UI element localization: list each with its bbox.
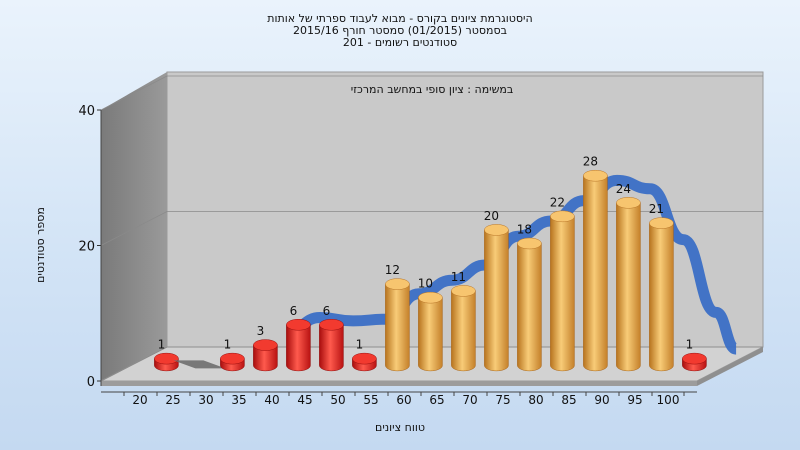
data-label: 18 <box>517 222 532 236</box>
bar-cap <box>451 285 476 297</box>
bar-body <box>484 229 509 372</box>
chart-title-line-3: סטודנטים רשומים - 201 <box>342 36 458 49</box>
x-tick-label: 40 <box>264 393 279 407</box>
bar <box>616 197 641 372</box>
data-label: 12 <box>385 263 400 277</box>
bar-body <box>550 216 575 372</box>
bar <box>286 319 311 372</box>
x-tick-label: 75 <box>495 393 510 407</box>
x-tick-label: 80 <box>528 393 543 407</box>
plot-left-wall <box>101 72 167 381</box>
bar <box>649 217 674 372</box>
x-tick-label: 30 <box>198 393 213 407</box>
bar <box>220 352 245 372</box>
bar-cap <box>550 210 575 223</box>
chart-title-line-2: בסמסטר (01/2015) סמסטר חורף 2015/16 <box>293 24 507 37</box>
bar-cap <box>418 291 443 304</box>
data-label: 1 <box>158 338 166 352</box>
bar-cap <box>484 224 509 236</box>
data-label: 1 <box>356 338 364 352</box>
bar-body <box>517 243 542 372</box>
bar-cap <box>352 352 377 365</box>
x-tick-label: 60 <box>396 393 411 407</box>
bar-body <box>253 344 278 372</box>
bar-body <box>583 175 608 372</box>
bar-body <box>319 324 344 372</box>
plot-floor-side <box>697 347 763 386</box>
data-label: 3 <box>257 324 265 338</box>
y-tick-label: 40 <box>78 104 95 119</box>
x-tick-label: 95 <box>627 393 642 407</box>
bar-cap <box>583 169 608 182</box>
bar <box>253 339 278 372</box>
x-tick-label: 35 <box>231 393 246 407</box>
bar-cap <box>649 217 674 229</box>
plot-floor-edge <box>101 381 697 386</box>
distribution-curve <box>286 174 739 355</box>
bar <box>484 224 509 372</box>
bar-empty <box>173 360 226 369</box>
curve-line <box>286 174 739 355</box>
x-tick-label: 100 <box>657 393 680 407</box>
axes: 0 20 40 20 25 30 35 40 45 50 55 60 65 70 75 80 85 90 95 100 <box>78 104 697 407</box>
bar-cap <box>319 319 344 331</box>
bar-cap <box>682 352 707 365</box>
bars <box>154 169 707 372</box>
data-label: 21 <box>649 202 664 216</box>
bar-cap <box>154 352 179 365</box>
x-tick-label: 20 <box>132 393 147 407</box>
bar <box>385 278 410 372</box>
y-tick-label: 20 <box>78 240 95 255</box>
x-tick-label: 45 <box>297 393 312 407</box>
x-tick-label: 70 <box>462 393 477 407</box>
bar-cap <box>517 237 542 250</box>
data-label: 1 <box>686 338 694 352</box>
bar <box>319 319 344 372</box>
bar <box>517 237 542 372</box>
bar <box>550 210 575 372</box>
x-tick-label: 90 <box>594 393 609 407</box>
bar-cap <box>253 339 278 351</box>
bar-body <box>451 290 476 372</box>
bar <box>352 352 377 372</box>
y-axis-label: מספר סטודנטים <box>34 207 47 283</box>
bar-body <box>385 283 410 372</box>
data-label: 28 <box>583 155 598 169</box>
bar-body <box>286 324 311 372</box>
x-tick-label: 55 <box>363 393 378 407</box>
bar-cap <box>220 352 245 365</box>
x-tick-label: 85 <box>561 393 576 407</box>
x-axis-label: טווח ציונים <box>375 421 425 434</box>
bar-cap <box>286 319 311 331</box>
bar-cap <box>616 197 641 209</box>
data-label: 1 <box>224 338 232 352</box>
bar <box>451 285 476 372</box>
bar-body <box>616 202 641 372</box>
data-label: 24 <box>616 182 631 196</box>
bar-cap <box>385 278 410 290</box>
y-tick-label: 0 <box>87 375 95 390</box>
data-label: 6 <box>323 304 331 318</box>
data-label: 20 <box>484 209 499 223</box>
plot-subtitle: במשימה : ציון סופי במחשב המרכזי <box>351 83 514 96</box>
data-label: 10 <box>418 277 433 291</box>
data-label: 6 <box>290 304 298 318</box>
gridline <box>100 75 763 111</box>
bar <box>418 291 443 372</box>
x-tick-label: 25 <box>165 393 180 407</box>
bar-body <box>418 297 443 372</box>
x-tick-label: 50 <box>330 393 345 407</box>
data-label: 22 <box>550 195 565 209</box>
chart-title-line-1: היסטוגרמת ציונים בקורס - מבוא לעבוד ספרת… <box>267 12 533 25</box>
bar-body <box>649 222 674 372</box>
bar <box>154 352 179 372</box>
bar <box>682 352 707 372</box>
data-label: 11 <box>451 270 466 284</box>
bar <box>583 169 608 372</box>
x-tick-label: 65 <box>429 393 444 407</box>
